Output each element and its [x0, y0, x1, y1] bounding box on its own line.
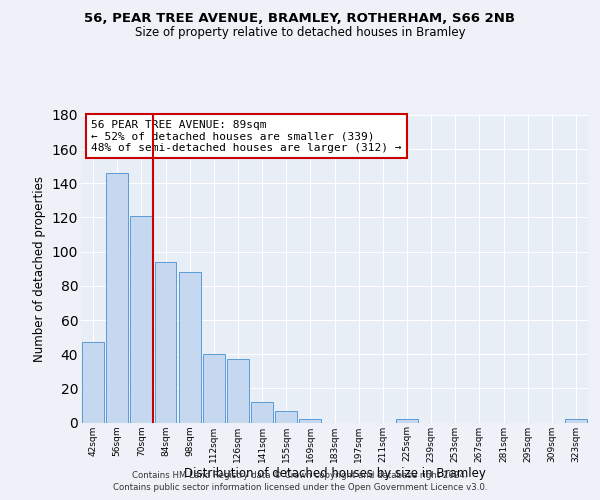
Text: 56 PEAR TREE AVENUE: 89sqm
← 52% of detached houses are smaller (339)
48% of sem: 56 PEAR TREE AVENUE: 89sqm ← 52% of deta…: [91, 120, 401, 153]
Bar: [82, 342, 104, 422]
Bar: [203, 354, 224, 422]
Bar: [251, 402, 273, 422]
Bar: [155, 262, 176, 422]
Text: Size of property relative to detached houses in Bramley: Size of property relative to detached ho…: [134, 26, 466, 39]
Y-axis label: Number of detached properties: Number of detached properties: [33, 176, 46, 362]
Text: Contains public sector information licensed under the Open Government Licence v3: Contains public sector information licen…: [113, 483, 487, 492]
Bar: [396, 419, 418, 422]
Bar: [130, 216, 152, 422]
Bar: [227, 360, 249, 422]
Bar: [275, 410, 297, 422]
Bar: [179, 272, 200, 422]
X-axis label: Distribution of detached houses by size in Bramley: Distribution of detached houses by size …: [184, 467, 485, 480]
Bar: [299, 419, 321, 422]
Bar: [106, 173, 128, 422]
Bar: [565, 419, 587, 422]
Text: 56, PEAR TREE AVENUE, BRAMLEY, ROTHERHAM, S66 2NB: 56, PEAR TREE AVENUE, BRAMLEY, ROTHERHAM…: [85, 12, 515, 26]
Text: Contains HM Land Registry data © Crown copyright and database right 2024.: Contains HM Land Registry data © Crown c…: [132, 472, 468, 480]
